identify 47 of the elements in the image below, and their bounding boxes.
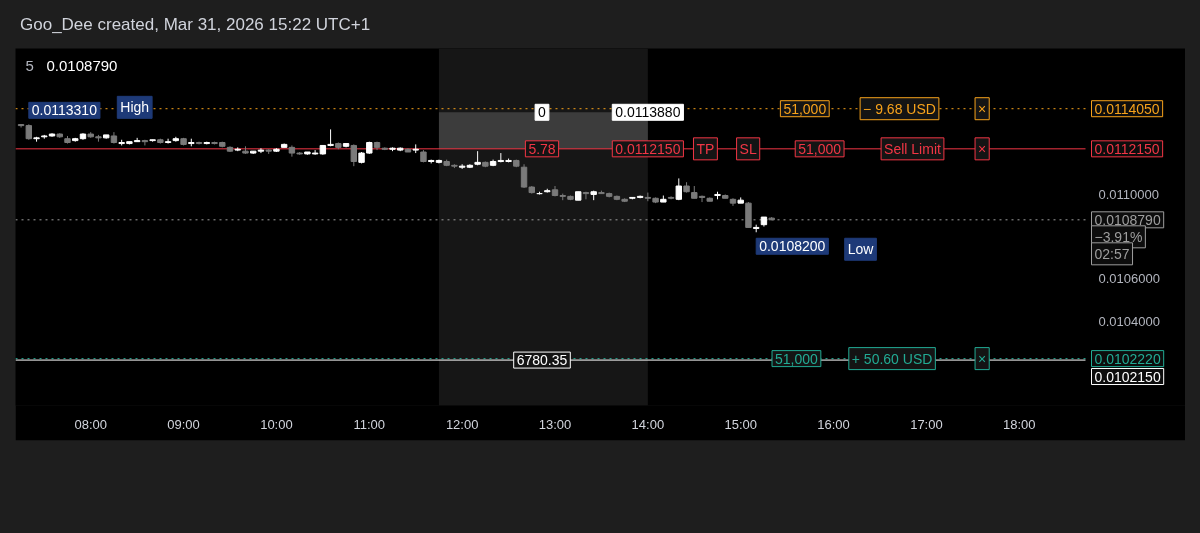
- ref-line-label: 0.0102220: [1094, 350, 1161, 367]
- annotation: 0.0108200: [759, 238, 826, 255]
- y-tick-label: 0.0104000: [1098, 313, 1160, 329]
- annotation: Low: [847, 241, 875, 258]
- annotation: ×: [978, 100, 987, 117]
- candlestick: [350, 143, 358, 167]
- x-tick-label: 08:00: [74, 416, 107, 432]
- x-tick-label: 15:00: [724, 416, 757, 432]
- text: Goo_Dee created, Mar 31, 2026 15:22 UTC+1: [20, 14, 371, 36]
- candlestick: [141, 139, 149, 146]
- annotation: + 50.60 USD: [851, 350, 933, 367]
- annotation: 0.0113310: [31, 102, 98, 119]
- x-tick-label: 09:00: [167, 416, 200, 432]
- annotation: 0: [538, 104, 547, 121]
- ref-line-label: 0.0114050: [1094, 100, 1160, 117]
- annotation: ×: [978, 350, 987, 367]
- x-tick-label: 14:00: [631, 416, 665, 432]
- annotation: High: [120, 99, 150, 116]
- annotation: 51,000: [775, 350, 819, 367]
- y-tick-label: 0.0106000: [1098, 271, 1160, 287]
- annotation: 5.78: [528, 140, 556, 157]
- annotation: 51,000: [783, 100, 827, 117]
- annotation: SL: [739, 140, 757, 157]
- text: 5: [25, 56, 34, 74]
- x-tick-label: 17:00: [910, 416, 943, 432]
- x-tick-label: 11:00: [353, 416, 386, 432]
- annotation: TP: [696, 140, 715, 157]
- ref-line-label: 0.0112150: [1094, 140, 1160, 157]
- annotation: Sell Limit: [884, 140, 942, 157]
- annotation: 0.0112150: [615, 140, 681, 157]
- candlestick: [582, 191, 590, 200]
- annotation: ×: [978, 140, 987, 157]
- x-tick-label: 12:00: [445, 416, 479, 432]
- ref-line-label: 0.0102150: [1094, 368, 1161, 385]
- annotation: − 9.68 USD: [863, 100, 936, 117]
- candlestick: [17, 123, 25, 128]
- annotation: 6780.35: [516, 352, 568, 369]
- annotation: 51,000: [798, 140, 842, 157]
- x-tick-label: 16:00: [817, 416, 850, 432]
- y-tick-label: 0.0110000: [1098, 186, 1159, 202]
- x-tick-label: 18:00: [1003, 416, 1036, 432]
- ref-line-label: 0.0108790 −3.91% 02:57: [1094, 211, 1161, 262]
- x-tick-label: 13:00: [538, 416, 572, 432]
- annotation: 0.0113880: [615, 104, 681, 121]
- x-tick-label: 10:00: [260, 416, 293, 432]
- candlestick: [164, 138, 172, 145]
- text: 0.0108790: [46, 56, 118, 74]
